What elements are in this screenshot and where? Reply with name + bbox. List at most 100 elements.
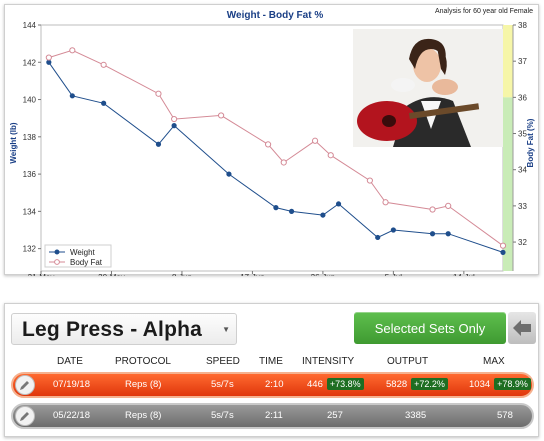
data-point — [273, 205, 279, 211]
intensity-value: 446 — [307, 379, 323, 390]
y2-axis-label: Body Fat (%) — [526, 118, 535, 167]
weight-bodyfat-chart: Weight - Body Fat % Analysis for 60 year… — [9, 8, 535, 276]
x-tick-label: 14-Jul — [453, 273, 475, 276]
max-change-badge: +78.9% — [494, 378, 531, 390]
y-tick-label: 136 — [23, 170, 37, 179]
data-point — [69, 93, 75, 99]
data-point — [320, 212, 326, 218]
data-point — [226, 171, 232, 177]
data-point — [171, 115, 178, 123]
y-tick-label: 138 — [23, 133, 37, 142]
data-point — [445, 231, 451, 237]
cell-speed: 5s/7s — [211, 379, 234, 390]
cell-date: 07/19/18 — [53, 379, 90, 390]
chart-subtitle: Analysis for 60 year old Female — [435, 8, 533, 15]
cell-output: 5828 +72.2% — [386, 378, 448, 390]
chevron-down-icon: ▼ — [222, 325, 230, 334]
cell-protocol: Reps (8) — [125, 410, 162, 421]
chart-title: Weight - Body Fat % — [227, 10, 324, 21]
cell-max: 578 — [497, 410, 513, 421]
y2-tick-label: 33 — [518, 202, 527, 211]
pencil-icon — [20, 381, 29, 390]
header-speed: SPEED — [206, 356, 240, 367]
data-point — [46, 59, 52, 65]
header-intensity: INTENSITY — [302, 356, 355, 367]
cell-max: 1034 +78.9% — [469, 378, 531, 390]
header-time: TIME — [259, 356, 283, 367]
data-point — [429, 231, 436, 237]
data-point — [327, 152, 334, 159]
y2-tick-label: 37 — [518, 57, 527, 66]
exercise-name: Leg Press - Alpha — [22, 318, 203, 341]
y-tick-label: 134 — [23, 207, 37, 216]
y-tick-label: 142 — [23, 58, 37, 67]
y-tick-label: 144 — [23, 21, 37, 30]
cell-intensity: 257 — [327, 410, 343, 421]
sets-card: Leg Press - Alpha ▼ Selected Sets Only D… — [4, 303, 539, 437]
y2-tick-label: 35 — [518, 130, 527, 139]
x-tick-label: 21-May — [28, 273, 55, 276]
header-max: MAX — [483, 356, 505, 367]
data-point — [155, 141, 162, 147]
legend-entry: Body Fat — [70, 258, 103, 267]
cell-time: 2:10 — [265, 379, 284, 390]
right-axis-band-1 — [503, 97, 513, 272]
x-tick-label: 5-Jul — [385, 273, 403, 276]
data-point — [500, 249, 506, 255]
legend-swatch-marker — [54, 249, 60, 255]
cell-intensity: 446 +73.8% — [307, 378, 364, 390]
chart-card: Weight - Body Fat % Analysis for 60 year… — [4, 4, 539, 276]
x-tick-label: 26-Jun — [311, 273, 335, 276]
x-tick-label: 17-Jun — [240, 273, 264, 276]
y-tick-label: 140 — [23, 96, 37, 105]
header-protocol: PROTOCOL — [115, 356, 171, 367]
plot-area: 132 134 136 138 140 142 144 32 33 34 35 36 37 38 21-Ma… — [23, 21, 528, 276]
cell-speed: 5s/7s — [211, 410, 234, 421]
y-axis-label: Weight (lb) — [9, 122, 18, 164]
x-tick-label: 8-Jun — [172, 273, 192, 276]
table-row[interactable]: 07/19/18 Reps (8) 5s/7s 2:10 446 +73.8% 5… — [11, 372, 534, 398]
data-point — [171, 123, 177, 129]
header-output: OUTPUT — [387, 356, 429, 367]
x-tick-label: 30-May — [98, 273, 125, 276]
y-tick-label: 132 — [23, 245, 37, 254]
max-value: 1034 — [469, 379, 491, 390]
y2-tick-label: 38 — [518, 21, 527, 30]
exercise-select[interactable]: Leg Press - Alpha ▼ — [11, 313, 237, 345]
data-point — [429, 206, 436, 213]
header-date: DATE — [57, 356, 83, 367]
legend-swatch-marker — [54, 259, 60, 265]
data-point — [218, 112, 225, 119]
data-point — [100, 61, 107, 68]
cell-protocol: Reps (8) — [125, 379, 162, 390]
edit-set-button[interactable] — [15, 375, 35, 395]
output-change-badge: +72.2% — [411, 378, 448, 390]
data-point — [311, 137, 319, 144]
cell-output: 3385 — [405, 410, 427, 421]
selected-sets-button[interactable]: Selected Sets Only — [354, 312, 506, 344]
data-point — [366, 177, 373, 184]
y2-tick-label: 32 — [518, 238, 527, 247]
cell-date: 05/22/18 — [53, 410, 90, 421]
data-point — [445, 202, 452, 209]
data-point — [382, 199, 389, 206]
back-button[interactable] — [508, 312, 536, 344]
y2-tick-label: 34 — [518, 166, 527, 175]
table-row[interactable]: 05/22/18 Reps (8) 5s/7s 2:11 257 3385 57… — [11, 403, 534, 429]
legend-entry: Weight — [70, 248, 96, 257]
output-value: 5828 — [386, 379, 408, 390]
data-point — [69, 47, 76, 54]
pencil-icon — [20, 412, 29, 421]
edit-set-button[interactable] — [15, 406, 35, 426]
data-point — [101, 100, 107, 106]
y2-tick-label: 36 — [518, 93, 527, 102]
right-axis-band-0 — [503, 25, 513, 98]
data-point — [280, 159, 287, 166]
data-point — [335, 201, 342, 207]
data-point — [375, 234, 381, 241]
data-point — [155, 90, 162, 97]
profile-photo — [353, 29, 503, 147]
back-arrow-icon — [513, 320, 531, 336]
data-point — [390, 227, 396, 233]
intensity-change-badge: +73.8% — [326, 378, 364, 390]
